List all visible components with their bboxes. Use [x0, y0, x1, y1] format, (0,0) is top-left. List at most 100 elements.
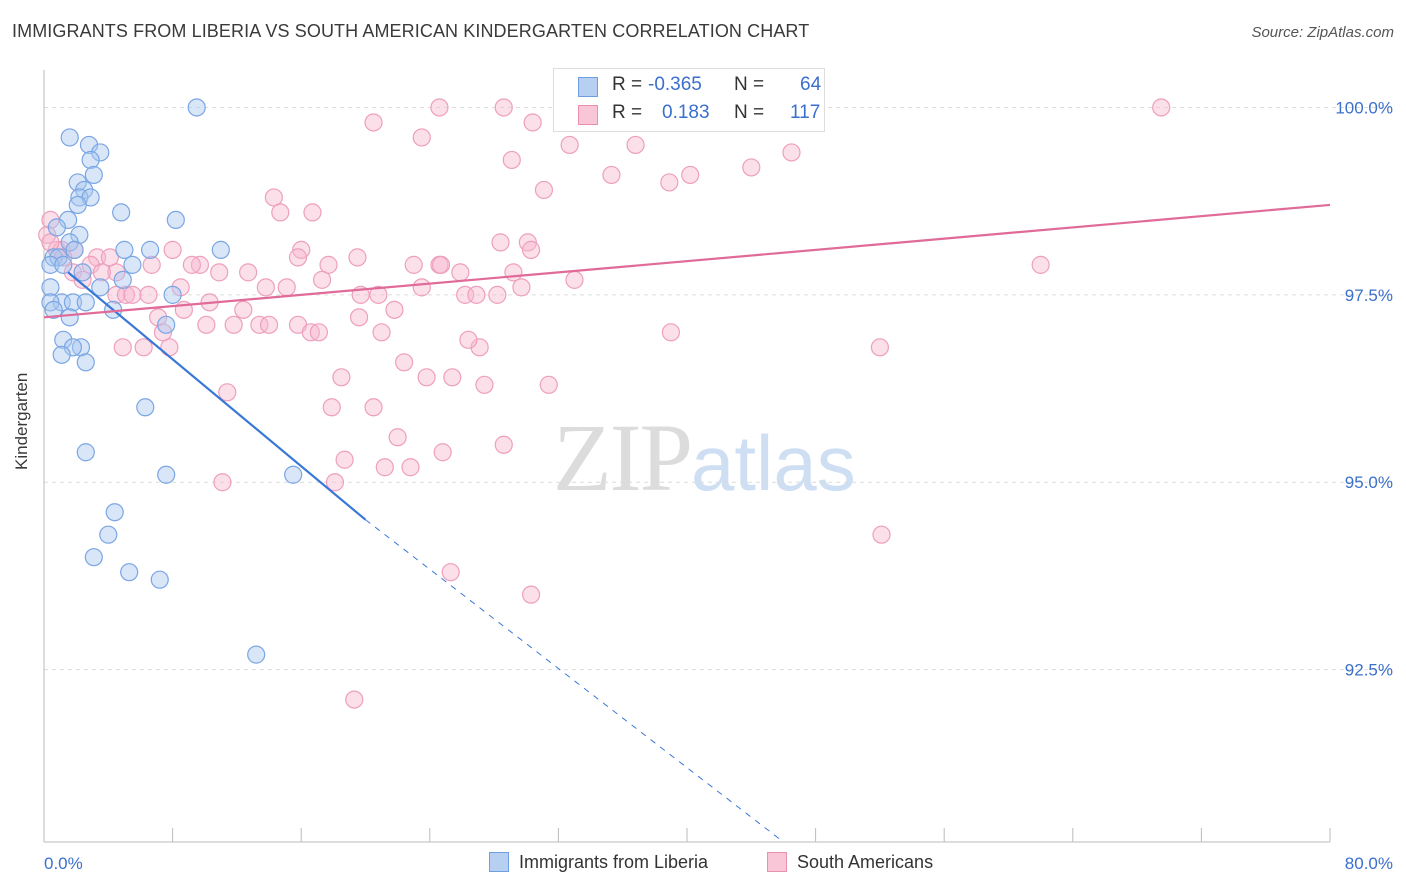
south-american-point — [256, 278, 275, 297]
south-american-point — [539, 375, 558, 394]
south-american-point — [142, 255, 161, 274]
watermark-atlas: atlas — [691, 419, 856, 507]
south-american-point — [521, 240, 541, 259]
south-american-point — [92, 263, 111, 282]
south-american-point — [100, 248, 120, 267]
liberia-point — [65, 240, 84, 259]
south-american-point — [401, 458, 420, 477]
bottom-legend-south-americans: South Americans — [767, 852, 933, 873]
chart-title: IMMIGRANTS FROM LIBERIA VS SOUTH AMERICA… — [12, 21, 810, 41]
south-american-point — [872, 525, 891, 544]
south-american-point — [504, 263, 523, 282]
south-americans-trend-line — [43, 203, 1331, 319]
south-american-point — [139, 285, 158, 304]
liberia-point — [115, 240, 134, 259]
x-tick-label-left: 0.0% — [44, 854, 83, 873]
watermark-zip: ZIP — [553, 404, 693, 511]
south-american-point — [451, 263, 470, 282]
south-american-point — [319, 255, 338, 274]
liberia-point — [163, 285, 182, 304]
south-american-point — [364, 398, 383, 417]
south-american-point — [475, 375, 494, 394]
legend-swatch-blue — [578, 77, 598, 97]
liberia-point — [99, 525, 118, 544]
south-american-point — [602, 165, 621, 185]
south-american-point — [107, 285, 126, 304]
south-american-point — [430, 98, 449, 117]
south-american-point — [523, 113, 542, 132]
south-american-point — [521, 585, 541, 604]
south-american-point — [443, 368, 462, 387]
bottom-legend-swatch-blue — [489, 852, 509, 872]
south-american-point — [277, 278, 296, 297]
south-american-point — [210, 263, 229, 282]
south-american-point — [349, 308, 369, 327]
liberia-point — [150, 570, 169, 589]
y-tick-label: 95.0% — [1345, 473, 1393, 492]
south-american-point — [404, 255, 423, 274]
south-american-point — [534, 180, 554, 200]
liberia-point — [284, 465, 303, 484]
south-american-point — [116, 285, 136, 304]
south-american-point — [369, 285, 388, 304]
legend-n-label: N = — [734, 74, 765, 95]
south-american-point — [224, 315, 243, 334]
liberia-point — [52, 345, 71, 364]
south-american-point — [494, 435, 513, 454]
south-american-point — [322, 398, 341, 417]
liberia-point — [113, 270, 132, 289]
south-american-point — [742, 158, 761, 177]
liberia-point — [211, 240, 230, 259]
liberia-point — [41, 278, 60, 297]
south-american-point — [375, 458, 394, 477]
liberia-point — [54, 255, 73, 274]
south-american-point — [41, 233, 60, 252]
south-american-point — [234, 300, 253, 319]
liberia-point — [84, 165, 103, 185]
south-american-point — [502, 150, 521, 170]
south-american-point — [681, 165, 700, 185]
south-american-point — [259, 315, 279, 334]
liberia-point — [41, 255, 60, 274]
south-american-point — [182, 255, 201, 274]
liberia-point — [60, 308, 79, 327]
liberia-point — [247, 645, 266, 664]
south-american-point — [1152, 98, 1171, 117]
south-american-point — [431, 255, 451, 274]
south-american-point — [312, 270, 332, 289]
south-american-point — [467, 285, 486, 304]
south-american-point — [335, 450, 354, 469]
legend-n-label: N = — [734, 102, 765, 123]
south-american-point — [364, 113, 383, 132]
liberia-point — [76, 443, 95, 462]
south-american-point — [325, 473, 345, 492]
liberia-point — [68, 195, 87, 215]
liberia-point — [136, 398, 155, 417]
watermark: ZIPatlas — [553, 402, 856, 513]
south-american-point — [417, 368, 436, 387]
south-american-point — [565, 270, 584, 289]
south-american-point — [412, 128, 431, 147]
south-american-point — [626, 135, 645, 155]
south-american-point — [107, 263, 126, 282]
south-american-point — [41, 210, 60, 230]
legend-n-value: 117 — [790, 102, 821, 123]
liberia-point — [120, 563, 139, 582]
liberia-point — [157, 315, 176, 334]
legend-r-label: R = — [612, 102, 643, 123]
south-american-point — [264, 188, 283, 207]
south-american-point — [372, 323, 391, 342]
bottom-legend-swatch-pink — [767, 852, 787, 872]
liberia-point — [73, 263, 92, 282]
chart-source: Source: ZipAtlas.com — [1251, 24, 1394, 41]
liberia-point — [44, 300, 63, 319]
correlation-legend: R = -0.365 N = 64 R = 0.183 N = 117 — [553, 68, 825, 132]
bottom-legend-label: South Americans — [797, 852, 934, 872]
liberia-point — [81, 150, 100, 170]
liberia-trend-line — [67, 271, 367, 521]
liberia-point — [91, 143, 110, 162]
south-american-point — [332, 368, 351, 387]
south-american-point — [494, 98, 513, 117]
liberia-point — [166, 210, 185, 230]
south-american-point — [433, 443, 452, 462]
